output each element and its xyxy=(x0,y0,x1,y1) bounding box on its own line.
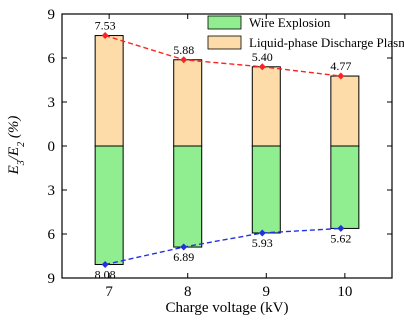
data-label-lower-9: 5.93 xyxy=(252,236,273,250)
legend-label-liquid-phase: Liquid-phase Discharge Plasma xyxy=(249,35,404,50)
y-tick-label: 9 xyxy=(48,271,56,287)
data-label-lower-10: 5.62 xyxy=(330,231,351,245)
y-tick-label: 6 xyxy=(48,51,56,67)
bar-lower-10 xyxy=(330,145,360,229)
axes: 9 6 3 0 3 6 9 7 8 9 10 xyxy=(48,7,393,300)
y-axis-title: E3/E2 (%) xyxy=(6,116,27,176)
marker-upper-8 xyxy=(180,56,188,64)
bar-lower-9 xyxy=(251,145,281,234)
legend: Wire Explosion Liquid-phase Discharge Pl… xyxy=(207,15,404,50)
legend-label-wire-explosion: Wire Explosion xyxy=(249,15,331,30)
marker-lower-7 xyxy=(101,261,109,269)
y-tick-label: 9 xyxy=(48,7,56,23)
marker-lower-8 xyxy=(180,243,188,251)
trend-line-lower xyxy=(104,227,341,266)
data-label-upper-8: 5.88 xyxy=(173,43,194,57)
y-tick-label: 6 xyxy=(48,227,56,243)
bars xyxy=(94,35,360,266)
legend-swatch-wire-explosion xyxy=(207,15,242,30)
bar-upper-10 xyxy=(330,75,360,147)
bar-lower-7 xyxy=(94,145,124,266)
marker-lower-9 xyxy=(258,229,266,237)
legend-swatch-liquid-phase xyxy=(207,35,242,50)
x-tick-label: 8 xyxy=(184,284,192,300)
bar-upper-8 xyxy=(173,59,203,147)
trend-line-upper xyxy=(104,34,341,77)
data-label-upper-10: 4.77 xyxy=(330,59,351,73)
data-labels: 7.53 5.88 5.40 4.77 8.08 6.89 5.93 5.62 xyxy=(95,19,352,282)
bar-upper-9 xyxy=(251,66,281,147)
bar-upper-7 xyxy=(94,35,124,147)
bar-lower-8 xyxy=(173,145,203,248)
y-tick-label: 3 xyxy=(48,95,56,111)
trend-lines xyxy=(101,32,345,269)
marker-lower-10 xyxy=(337,224,345,232)
x-tick-label: 7 xyxy=(105,284,113,300)
y-tick-label: 0 xyxy=(48,139,56,155)
data-label-lower-7: 8.08 xyxy=(95,268,116,282)
marker-upper-10 xyxy=(337,72,345,80)
y-tick-label: 3 xyxy=(48,183,56,199)
x-tick-label: 10 xyxy=(337,284,352,300)
marker-upper-9 xyxy=(258,63,266,71)
x-tick-label: 9 xyxy=(263,284,271,300)
data-label-lower-8: 6.89 xyxy=(173,250,194,264)
marker-upper-7 xyxy=(101,32,109,40)
x-axis-title: Charge voltage (kV) xyxy=(165,300,288,316)
data-label-upper-7: 7.53 xyxy=(95,19,116,33)
data-label-upper-9: 5.40 xyxy=(252,50,273,64)
